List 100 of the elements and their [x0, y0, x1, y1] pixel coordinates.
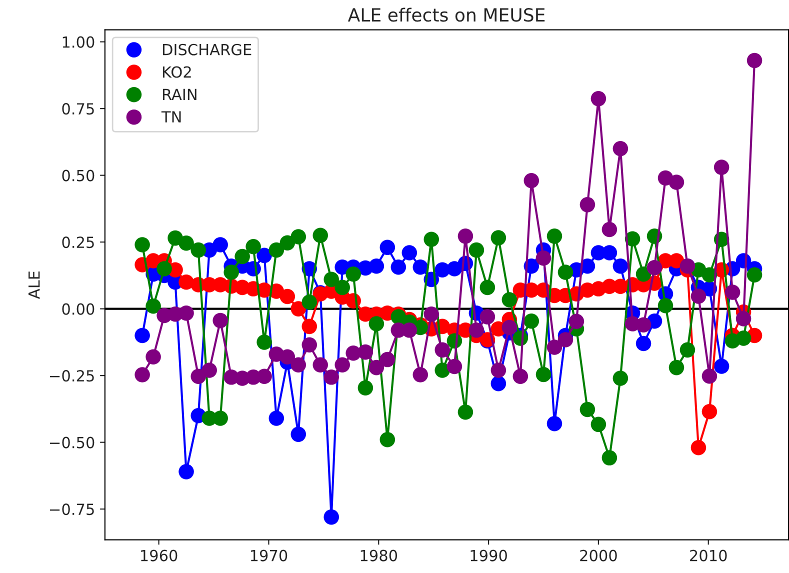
point	[612, 140, 628, 156]
point	[134, 328, 150, 344]
y-tick-label: 0.00	[62, 303, 94, 315]
point	[714, 358, 730, 374]
point	[368, 316, 384, 332]
point	[302, 337, 318, 352]
point	[746, 267, 762, 283]
point	[380, 352, 396, 368]
x-tick-label: 1990	[470, 550, 507, 562]
point	[302, 294, 318, 310]
point	[134, 237, 150, 252]
point	[458, 404, 474, 420]
legend-label: TN	[161, 111, 181, 122]
point	[268, 242, 284, 258]
point	[612, 258, 628, 274]
point	[212, 237, 228, 252]
point	[256, 334, 272, 350]
point	[324, 509, 339, 525]
point	[468, 322, 484, 338]
point	[558, 332, 574, 348]
point	[134, 367, 150, 382]
point	[190, 368, 206, 384]
x-tick-label: 2010	[690, 550, 727, 562]
point	[580, 402, 596, 418]
point	[746, 52, 762, 68]
x-tick-label: 2000	[580, 550, 617, 562]
point	[380, 240, 396, 256]
point	[490, 230, 506, 246]
point	[480, 280, 496, 296]
point	[290, 357, 306, 373]
point	[290, 301, 306, 316]
point	[636, 266, 652, 282]
point	[156, 261, 172, 276]
point	[646, 260, 662, 276]
point	[368, 360, 384, 376]
point	[468, 242, 484, 258]
point	[412, 367, 428, 382]
y-axis-title: ALE	[28, 271, 40, 299]
point	[324, 370, 339, 385]
point	[668, 360, 684, 376]
point	[636, 336, 652, 352]
point	[358, 380, 374, 396]
point	[690, 288, 706, 304]
point	[490, 376, 506, 392]
y-tick-label: −0.50	[50, 436, 94, 448]
point	[212, 410, 228, 426]
point	[280, 288, 296, 304]
point	[380, 432, 396, 448]
y-tick-label: −0.25	[50, 370, 94, 382]
point	[202, 362, 217, 378]
point	[724, 284, 740, 300]
point	[702, 404, 718, 420]
point	[334, 357, 350, 373]
legend-label: RAIN	[162, 88, 196, 100]
point	[312, 228, 328, 244]
chart-title: ALE effects on MEUSE	[348, 8, 545, 22]
point	[312, 357, 328, 373]
legend-label: KO2	[162, 66, 191, 78]
point	[524, 313, 540, 329]
point	[546, 340, 562, 355]
point	[480, 309, 496, 324]
point	[512, 368, 528, 384]
point	[402, 245, 418, 260]
point	[602, 222, 618, 238]
y-tick-label: 0.75	[62, 103, 94, 115]
point	[736, 311, 752, 326]
point	[178, 305, 194, 321]
point	[268, 410, 284, 426]
point	[424, 232, 440, 248]
point	[424, 306, 440, 322]
x-tick-label: 1960	[141, 550, 178, 562]
point	[324, 272, 339, 288]
point	[636, 317, 652, 332]
point	[658, 298, 674, 314]
point	[246, 238, 261, 254]
y-tick-label: 0.25	[62, 236, 94, 248]
point	[434, 342, 450, 358]
point	[536, 250, 552, 266]
point	[434, 362, 450, 378]
point	[290, 426, 306, 442]
point	[502, 292, 518, 308]
point	[558, 264, 574, 280]
point	[146, 298, 161, 314]
point	[546, 416, 562, 432]
point	[358, 344, 374, 360]
point	[368, 258, 384, 274]
point	[212, 312, 228, 328]
point	[580, 197, 596, 212]
point	[146, 349, 161, 365]
x-tick-label: 1970	[250, 550, 288, 562]
point	[256, 248, 272, 264]
point	[612, 370, 628, 386]
point	[536, 366, 552, 382]
point	[690, 440, 706, 456]
point	[714, 160, 730, 175]
point	[546, 228, 562, 244]
point	[234, 248, 250, 264]
point	[190, 242, 206, 258]
point	[590, 91, 606, 106]
y-tick-label: 1.00	[62, 36, 94, 48]
